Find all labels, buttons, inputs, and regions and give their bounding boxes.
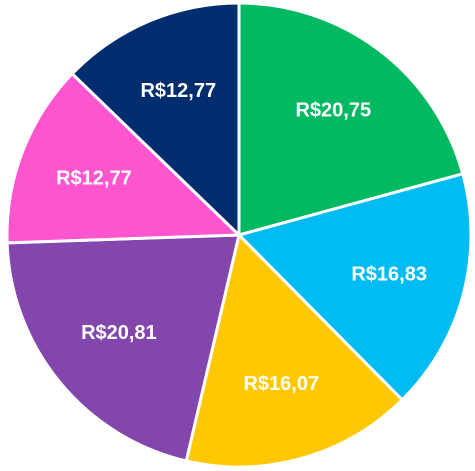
- pie-slice: [237, 1, 465, 237]
- slice-label: R$16,83: [351, 263, 427, 285]
- slice-label: R$16,07: [243, 373, 319, 395]
- slice-label: R$12,77: [140, 80, 216, 102]
- pie-slice: [5, 233, 241, 463]
- pie-slice: [5, 72, 241, 245]
- pie-slice: [237, 172, 473, 402]
- slice-label: R$12,77: [56, 167, 132, 189]
- slice-label: R$20,81: [81, 322, 157, 344]
- pie-slice: [70, 1, 241, 237]
- pie-slice: [184, 233, 404, 469]
- slice-label: R$20,75: [295, 100, 371, 122]
